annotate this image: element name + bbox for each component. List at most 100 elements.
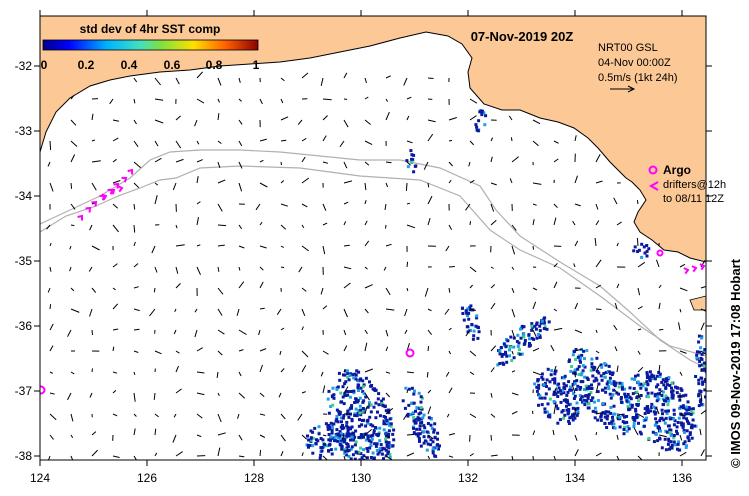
current-vector [531,410,534,415]
sst-pixel [545,385,548,388]
current-vector [679,451,687,457]
current-vector [574,302,579,310]
current-vector [175,350,180,354]
sst-pixel [605,417,609,421]
current-vector [595,220,600,226]
current-vector [196,413,203,419]
sst-pixel [500,354,504,358]
sst-pixel [366,434,370,438]
current-vector [217,432,226,436]
sst-pixel [335,415,339,418]
sst-pixel [309,439,313,442]
sst-pixel [426,442,430,446]
current-vector [678,322,681,331]
sst-pixel [406,412,410,416]
sst-pixel [576,355,580,359]
sst-pixel [317,425,321,429]
sst-pixel [388,455,392,459]
sst-pixel [608,370,612,374]
sst-pixel [565,408,569,412]
current-vector [572,220,576,226]
current-vector [511,410,518,415]
current-vector [469,350,477,357]
sst-pixel [412,392,416,396]
sst-pixel [369,423,373,427]
sst-pixel [330,452,334,456]
sst-pixel [691,407,695,411]
sst-pixel [667,437,671,441]
sst-pixel [687,439,691,443]
sst-pixel [589,391,593,394]
sst-pixel [361,419,364,422]
sst-pixel [632,425,636,428]
sst-pixel [355,414,359,418]
current-vector [700,449,705,457]
current-vector [448,387,453,394]
sst-pixel [372,461,375,464]
sst-pixel [415,427,419,431]
current-vector [133,140,139,148]
sst-pixel [670,381,674,385]
sst-pixel [516,333,520,337]
sst-pixel [574,388,578,391]
sst-pixel [658,436,661,440]
current-vector [532,287,538,291]
sst-pixel [547,387,551,391]
plot-frame [39,15,707,461]
sst-pixel [401,399,405,403]
sst-pixel [632,249,636,253]
current-vector [403,77,408,86]
sst-pixel [357,389,360,392]
sst-pixel [410,160,414,164]
sst-pixel [465,325,469,329]
current-vector [91,139,96,142]
sst-pixel [621,420,625,424]
sst-pixel [498,349,502,353]
sst-pixel [553,381,557,385]
current-vector [385,407,394,415]
sst-pixel [476,325,479,329]
sst-pixel [359,386,363,390]
current-vector [175,266,179,274]
sst-pixel [663,380,667,384]
sst-pixel [357,370,361,374]
sst-pixel [683,440,687,444]
x-tick-label: 136 [672,471,692,485]
sst-pixel [327,438,331,442]
sst-pixel [670,390,673,394]
sst-pixel [405,159,409,163]
current-vector [465,203,471,211]
sst-pixel [367,401,371,405]
sst-pixel [550,369,554,373]
sst-pixel [461,306,464,310]
sst-pixel [417,418,421,422]
sst-pixel [333,439,336,443]
sst-pixel [572,412,576,416]
sst-pixel [345,434,349,438]
sst-pixel [572,350,576,354]
current-vector [175,283,181,289]
current-vector [465,329,471,337]
sst-pixel [622,432,626,436]
sst-pixel [647,247,651,251]
current-vector [404,329,408,335]
sst-pixel [327,389,331,393]
sst-pixel [379,468,382,471]
colorbar-tick-label: 0.4 [121,58,138,72]
sst-pixel [646,374,650,378]
current-vector [448,161,453,167]
sst-pixel [412,170,416,174]
sst-pixel [329,421,333,425]
current-vector [259,413,266,416]
sst-pixel [368,415,372,419]
current-vector [112,371,118,374]
current-vector [406,224,416,229]
sst-pixel [645,409,649,413]
current-vector [133,241,136,247]
sst-pixel [690,436,694,440]
sst-pixel [307,438,311,442]
sst-pixel [341,424,344,427]
sst-pixel [371,433,375,437]
sst-pixel [537,383,541,387]
sst-pixel [540,372,544,376]
